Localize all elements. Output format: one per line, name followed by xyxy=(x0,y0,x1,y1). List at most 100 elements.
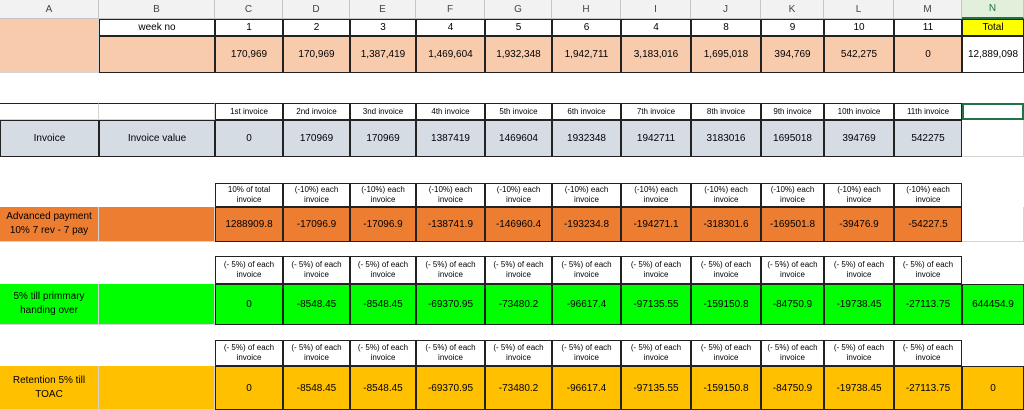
p6-value[interactable]: 0 xyxy=(894,36,962,73)
retention-note[interactable]: (- 5%) of each invoice xyxy=(283,340,350,366)
primary-label[interactable]: 5% till primmary handing over xyxy=(0,284,99,325)
invoice-header[interactable]: 10th invoice xyxy=(824,103,894,120)
column-header-h[interactable]: H xyxy=(552,0,621,19)
advanced-note[interactable]: (-10%) each invoice xyxy=(283,183,350,207)
retention-value[interactable]: -27113.75 xyxy=(894,366,962,410)
column-header-n[interactable]: N xyxy=(962,0,1024,19)
invoice-header[interactable]: 11th invoice xyxy=(894,103,962,120)
advanced-value[interactable]: -318301.6 xyxy=(691,207,761,242)
column-header-k[interactable]: K xyxy=(761,0,824,19)
retention-b-cell[interactable] xyxy=(99,366,215,410)
primary-note[interactable]: (- 5%) of each invoice xyxy=(691,256,761,284)
column-header-g[interactable]: G xyxy=(485,0,552,19)
retention-value[interactable]: -69370.95 xyxy=(416,366,485,410)
primary-value[interactable]: -19738.45 xyxy=(824,284,894,325)
primary-b-cell[interactable] xyxy=(99,284,215,325)
retention-note[interactable]: (- 5%) of each invoice xyxy=(691,340,761,366)
total-header[interactable]: Total xyxy=(962,19,1024,36)
advanced-note[interactable]: (-10%) each invoice xyxy=(552,183,621,207)
advanced-note[interactable]: 10% of total invoice xyxy=(215,183,283,207)
week-cell[interactable]: 4 xyxy=(416,19,485,36)
invoice-value[interactable]: 170969 xyxy=(283,120,350,157)
advanced-note[interactable]: (-10%) each invoice xyxy=(621,183,691,207)
primary-note[interactable]: (- 5%) of each invoice xyxy=(894,256,962,284)
cell-empty[interactable] xyxy=(0,103,99,120)
column-header-m[interactable]: M xyxy=(894,0,962,19)
invoice-value[interactable]: 1469604 xyxy=(485,120,552,157)
retention-value[interactable]: -96617.4 xyxy=(552,366,621,410)
retention-value[interactable]: -73480.2 xyxy=(485,366,552,410)
cell-a-week[interactable] xyxy=(0,19,99,36)
advanced-note[interactable]: (-10%) each invoice xyxy=(485,183,552,207)
invoice-header[interactable]: 2nd invoice xyxy=(283,103,350,120)
week-cell[interactable]: 3 xyxy=(350,19,416,36)
retention-value[interactable]: -8548.45 xyxy=(283,366,350,410)
primary-value[interactable]: -96617.4 xyxy=(552,284,621,325)
week-cell[interactable]: 4 xyxy=(621,19,691,36)
invoice-value[interactable]: 1942711 xyxy=(621,120,691,157)
p6-label[interactable]: P6 xyxy=(0,36,99,73)
p6-total[interactable]: 12,889,098 xyxy=(962,36,1024,73)
p6-value[interactable]: 170,969 xyxy=(283,36,350,73)
cell-empty[interactable] xyxy=(99,103,215,120)
week-cell[interactable]: 9 xyxy=(761,19,824,36)
column-header-d[interactable]: D xyxy=(283,0,350,19)
p6-value[interactable]: 394,769 xyxy=(761,36,824,73)
primary-total[interactable]: 644454.9 xyxy=(962,284,1024,325)
column-header-b[interactable]: B xyxy=(99,0,215,19)
primary-value[interactable]: -84750.9 xyxy=(761,284,824,325)
primary-note[interactable]: (- 5%) of each invoice xyxy=(621,256,691,284)
week-cell[interactable]: 11 xyxy=(894,19,962,36)
invoice-value[interactable]: 0 xyxy=(215,120,283,157)
retention-note[interactable]: (- 5%) of each invoice xyxy=(416,340,485,366)
retention-value[interactable]: -159150.8 xyxy=(691,366,761,410)
selected-cell[interactable] xyxy=(962,103,1024,120)
invoice-value-label[interactable]: Invoice value xyxy=(99,120,215,157)
primary-value[interactable]: -8548.45 xyxy=(350,284,416,325)
advanced-value[interactable]: -169501.8 xyxy=(761,207,824,242)
primary-value[interactable]: -27113.75 xyxy=(894,284,962,325)
column-header-a[interactable]: A xyxy=(0,0,99,19)
invoice-value[interactable]: 1695018 xyxy=(761,120,824,157)
p6-value[interactable]: 1,695,018 xyxy=(691,36,761,73)
invoice-header[interactable]: 1st invoice xyxy=(215,103,283,120)
primary-note[interactable]: (- 5%) of each invoice xyxy=(283,256,350,284)
advanced-note[interactable]: (-10%) each invoice xyxy=(691,183,761,207)
primary-note[interactable]: (- 5%) of each invoice xyxy=(552,256,621,284)
cell-empty[interactable] xyxy=(962,120,1024,157)
invoice-value[interactable]: 394769 xyxy=(824,120,894,157)
primary-note[interactable]: (- 5%) of each invoice xyxy=(485,256,552,284)
column-header-f[interactable]: F xyxy=(416,0,485,19)
retention-note[interactable]: (- 5%) of each invoice xyxy=(824,340,894,366)
p6-value[interactable]: 1,932,348 xyxy=(485,36,552,73)
cell-empty[interactable] xyxy=(962,207,1024,242)
primary-note[interactable]: (- 5%) of each invoice xyxy=(824,256,894,284)
primary-value[interactable]: -97135.55 xyxy=(621,284,691,325)
invoice-header[interactable]: 5th invoice xyxy=(485,103,552,120)
advanced-value[interactable]: -194271.1 xyxy=(621,207,691,242)
retention-note[interactable]: (- 5%) of each invoice xyxy=(894,340,962,366)
week-cell[interactable]: 8 xyxy=(691,19,761,36)
retention-note[interactable]: (- 5%) of each invoice xyxy=(215,340,283,366)
column-header-c[interactable]: C xyxy=(215,0,283,19)
advanced-note[interactable]: (-10%) each invoice xyxy=(416,183,485,207)
advanced-note[interactable]: (-10%) each invoice xyxy=(350,183,416,207)
advanced-value[interactable]: -54227.5 xyxy=(894,207,962,242)
primary-note[interactable]: (- 5%) of each invoice xyxy=(215,256,283,284)
advanced-value[interactable]: -138741.9 xyxy=(416,207,485,242)
column-header-j[interactable]: J xyxy=(691,0,761,19)
invoice-label[interactable]: Invoice xyxy=(0,120,99,157)
invoice-header[interactable]: 4th invoice xyxy=(416,103,485,120)
p6-b-cell[interactable] xyxy=(99,36,215,73)
advanced-label[interactable]: Advanced payment 10% 7 rev - 7 pay xyxy=(0,207,99,242)
primary-value[interactable]: -159150.8 xyxy=(691,284,761,325)
retention-total[interactable]: 0 xyxy=(962,366,1024,410)
column-header-e[interactable]: E xyxy=(350,0,416,19)
advanced-b-cell[interactable] xyxy=(99,207,215,242)
retention-value[interactable]: -8548.45 xyxy=(350,366,416,410)
retention-note[interactable]: (- 5%) of each invoice xyxy=(761,340,824,366)
invoice-header[interactable]: 9th invoice xyxy=(761,103,824,120)
p6-value[interactable]: 170,969 xyxy=(215,36,283,73)
advanced-note[interactable]: (-10%) each invoice xyxy=(761,183,824,207)
invoice-header[interactable]: 6th invoice xyxy=(552,103,621,120)
